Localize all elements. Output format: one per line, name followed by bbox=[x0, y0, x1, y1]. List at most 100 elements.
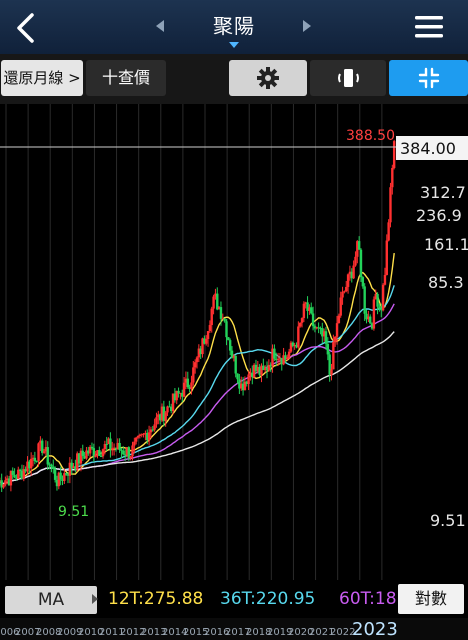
settings-button[interactable] bbox=[229, 60, 307, 96]
candle-body bbox=[20, 471, 24, 479]
ma36-value: 36T:220.95 bbox=[220, 589, 316, 609]
candle-body bbox=[201, 338, 204, 355]
candle-body bbox=[0, 480, 3, 488]
candle-body bbox=[214, 293, 217, 297]
candle-body bbox=[181, 392, 184, 397]
candle-body bbox=[356, 241, 359, 257]
candle-body bbox=[324, 331, 328, 344]
candle-body bbox=[265, 367, 269, 371]
candle-body bbox=[372, 299, 376, 329]
year-axis[interactable]: 2006200720082009201020112012201320142015… bbox=[0, 618, 468, 640]
log-scale-button[interactable]: 對數 bbox=[398, 584, 464, 614]
year-tick: 2023 bbox=[352, 619, 398, 640]
candle-body bbox=[72, 466, 75, 468]
candle-body bbox=[245, 381, 248, 385]
next-stock-icon[interactable] bbox=[303, 20, 311, 32]
candle-body bbox=[157, 414, 160, 418]
candle-body bbox=[35, 461, 38, 463]
candle-body bbox=[182, 382, 186, 397]
price-query-button[interactable]: 十查價 bbox=[86, 60, 166, 96]
candle-body bbox=[365, 313, 368, 320]
candle-body bbox=[354, 256, 357, 266]
candle-body bbox=[192, 367, 195, 383]
candle-body bbox=[190, 382, 193, 390]
year-tick: 2020 bbox=[288, 627, 313, 638]
title-dropdown-icon[interactable] bbox=[229, 42, 239, 48]
candle-body bbox=[112, 447, 116, 449]
candle-body bbox=[74, 466, 77, 470]
prev-stock-icon[interactable] bbox=[156, 20, 164, 32]
candle-body bbox=[83, 456, 86, 459]
candle-body bbox=[322, 331, 326, 337]
candle-body bbox=[114, 447, 118, 450]
candle-body bbox=[252, 364, 256, 378]
low-annotation: 9.51 bbox=[58, 504, 89, 520]
candle-body bbox=[280, 358, 283, 365]
candle-body bbox=[378, 306, 381, 309]
candle-body bbox=[381, 284, 385, 311]
candle-body bbox=[22, 469, 25, 479]
candle-body bbox=[53, 468, 57, 480]
candle-body bbox=[332, 341, 335, 370]
ma-selector-button[interactable]: MA bbox=[5, 586, 97, 614]
candle-body bbox=[162, 406, 166, 421]
price-chart[interactable]: 384.00 312.7 236.9 161.1 85.3 9.51 388.5… bbox=[0, 104, 468, 584]
candle-body bbox=[289, 342, 293, 352]
year-tick: 2007 bbox=[15, 627, 40, 638]
candle-body bbox=[18, 469, 22, 472]
candle-body bbox=[98, 450, 101, 457]
year-tick: 2008 bbox=[36, 627, 61, 638]
fit-screen-button[interactable] bbox=[389, 60, 468, 96]
year-tick: 2019 bbox=[267, 627, 292, 638]
candle-body bbox=[369, 316, 372, 324]
candle-body bbox=[330, 369, 333, 375]
candle-body bbox=[328, 354, 331, 375]
bottom-bar: MA 12T:275.88 36T:220.95 60T:18 對數 20062… bbox=[0, 582, 468, 640]
candle-body bbox=[107, 438, 110, 445]
candle-body bbox=[225, 321, 228, 338]
high-annotation: 388.50 bbox=[346, 128, 395, 144]
candle-body bbox=[343, 291, 346, 293]
rotate-screen-button[interactable] bbox=[310, 60, 386, 96]
candle-body bbox=[101, 449, 105, 457]
candle-body bbox=[48, 464, 51, 466]
candle-body bbox=[203, 338, 206, 344]
year-tick: 2011 bbox=[99, 627, 124, 638]
candle-body bbox=[227, 337, 230, 341]
candle-body bbox=[319, 327, 322, 329]
year-tick: 2017 bbox=[225, 627, 250, 638]
candle-body bbox=[151, 429, 154, 431]
year-tick: 2009 bbox=[57, 627, 82, 638]
candle-body bbox=[313, 326, 317, 329]
candle-body bbox=[138, 434, 142, 436]
restore-monthly-button[interactable]: 還原月線 > bbox=[1, 60, 83, 96]
candle-body bbox=[291, 342, 295, 347]
candle-body bbox=[258, 366, 261, 375]
candle-body bbox=[263, 367, 267, 371]
candle-body bbox=[217, 307, 221, 310]
candle-body bbox=[76, 453, 79, 470]
candle-body bbox=[335, 323, 339, 337]
candle-body bbox=[339, 297, 342, 316]
y-tick-85: 85.3 bbox=[428, 273, 464, 292]
candle-body bbox=[286, 357, 289, 360]
candle-body bbox=[206, 331, 210, 340]
candle-body bbox=[269, 364, 272, 367]
candle-body bbox=[79, 450, 83, 464]
y-tick-312: 312.7 bbox=[420, 183, 466, 202]
candle-body bbox=[46, 447, 49, 465]
candle-body bbox=[188, 387, 191, 390]
candle-body bbox=[94, 454, 97, 457]
candle-body bbox=[297, 326, 300, 348]
back-arrow-icon[interactable] bbox=[10, 10, 44, 46]
candle-body bbox=[247, 374, 250, 385]
vertical-gridlines bbox=[5, 104, 383, 580]
restore-monthly-label: 還原月線 bbox=[3, 69, 64, 87]
candle-body bbox=[29, 458, 33, 469]
candle-body bbox=[337, 315, 341, 324]
hamburger-menu-icon[interactable] bbox=[412, 12, 446, 42]
ma-dropdown-icon[interactable] bbox=[92, 594, 98, 604]
candle-body bbox=[44, 447, 48, 452]
stock-title[interactable]: 聚陽 bbox=[213, 14, 255, 38]
candle-body bbox=[223, 318, 226, 322]
